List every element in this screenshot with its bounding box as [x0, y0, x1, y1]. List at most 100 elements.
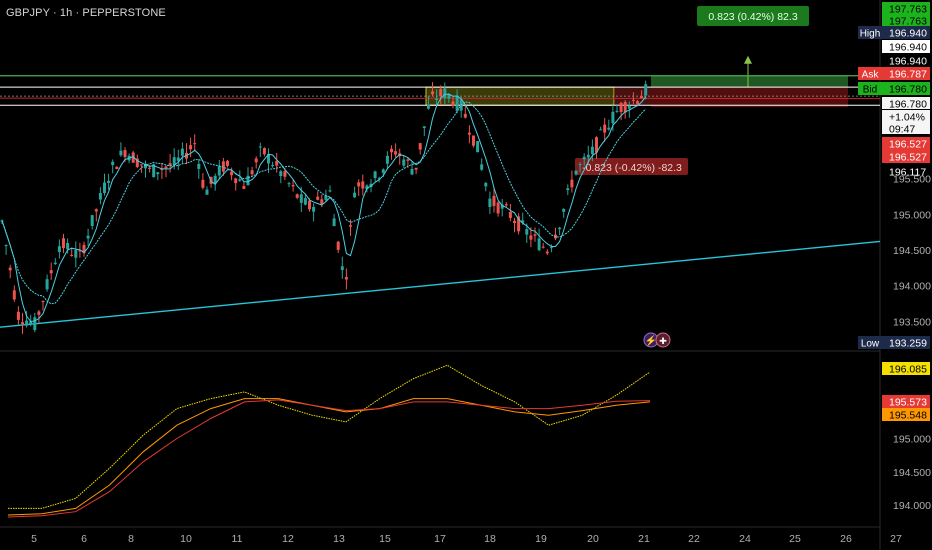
candle-body — [238, 179, 242, 181]
price-tag-box — [858, 336, 882, 349]
price-tag: High — [860, 29, 881, 40]
candle-body — [574, 170, 578, 175]
candle-body — [508, 211, 512, 218]
symbol-title: GBPJPY · 1h · PEPPERSTONE — [6, 7, 166, 19]
candle-body — [287, 183, 291, 185]
candle-body — [78, 250, 82, 252]
candle-body — [517, 216, 521, 232]
y-tick-label: 194.000 — [893, 281, 931, 293]
candle-body — [344, 276, 348, 280]
candle-body — [336, 241, 340, 250]
price-badge-value: +1.04% — [889, 112, 925, 124]
candle-body — [303, 198, 307, 205]
price-badge — [882, 14, 930, 27]
trendline-layer — [0, 240, 881, 328]
candle-body — [139, 164, 143, 166]
price-badge — [882, 82, 930, 95]
candle-body — [8, 267, 12, 271]
candle-body — [271, 164, 275, 167]
position-zones: -0.823 (-0.42%) -82.3 0.823 (0.42%) 82.3 — [425, 6, 848, 175]
profit-label: 0.823 (0.42%) 82.3 — [708, 11, 797, 23]
candle-body — [611, 111, 615, 124]
price-badge-value: 197.763 — [889, 4, 927, 16]
candle-body — [258, 146, 262, 148]
loss-label: -0.823 (-0.42%) -82.3 — [582, 162, 682, 174]
candle-body — [279, 171, 283, 177]
candle-body — [299, 194, 303, 203]
price-badge-value: 196.787 — [889, 69, 927, 81]
x-tick-label: 19 — [535, 533, 547, 545]
indicator-line-3 — [7, 399, 651, 518]
candle-body — [316, 196, 320, 200]
candle-body — [312, 206, 316, 212]
y-tick-label: 195.500 — [893, 174, 931, 186]
price-badge — [882, 137, 930, 150]
candle-body — [533, 234, 537, 236]
price-badge-value: 193.259 — [889, 338, 927, 350]
candle-body — [144, 163, 147, 169]
candle-body — [4, 245, 8, 247]
candle-body — [98, 193, 102, 200]
candle-body — [402, 159, 406, 166]
candle-body — [492, 195, 496, 206]
price-tag-box — [858, 82, 882, 95]
candle-body — [615, 110, 619, 112]
price-badge — [882, 122, 930, 134]
candle-body — [213, 175, 217, 184]
candle-body — [29, 321, 33, 324]
candle-body — [16, 311, 20, 320]
candle-body — [193, 143, 197, 145]
candle-body — [513, 220, 516, 224]
candle-body — [49, 270, 53, 274]
candle-body — [70, 254, 74, 256]
uk-flag-glyph: ✚ — [659, 336, 667, 346]
candle-body — [160, 168, 164, 170]
price-tag-box — [858, 67, 882, 80]
candle-body — [295, 194, 299, 198]
candle-body — [623, 102, 627, 113]
candle-body — [451, 101, 455, 107]
candle-body — [62, 238, 65, 249]
candle-body — [582, 156, 586, 160]
x-tick-label: 13 — [333, 533, 345, 545]
candle-body — [529, 235, 533, 240]
candle-body — [12, 290, 16, 300]
price-badge — [882, 110, 930, 122]
candle-body — [90, 215, 94, 226]
candle-body — [53, 262, 57, 265]
candle-body — [176, 157, 180, 161]
candle-body — [381, 169, 385, 173]
candle-body — [504, 204, 508, 206]
candle-body — [640, 96, 644, 99]
candle-body — [230, 171, 234, 176]
candle-body — [156, 172, 160, 175]
candle-body — [119, 150, 123, 156]
candle-body — [152, 164, 156, 178]
candle-body — [578, 164, 582, 166]
candle-body — [562, 208, 566, 212]
candle-body — [340, 266, 344, 271]
candle-body — [467, 132, 471, 135]
price-badge-value: 196.780 — [889, 99, 927, 111]
candle-body — [103, 182, 106, 194]
candle-body — [164, 166, 168, 169]
candle-body — [545, 251, 549, 254]
price-badge-value: 196.940 — [889, 42, 927, 54]
candle-body — [221, 161, 225, 172]
candle-body — [291, 185, 295, 187]
indicator-value-badge — [882, 362, 930, 375]
candle-body — [373, 171, 377, 178]
y-tick-label: 194.500 — [893, 245, 931, 257]
x-tick-label: 20 — [587, 533, 599, 545]
candle-body — [365, 185, 369, 190]
price-badge — [882, 336, 930, 349]
price-badge-value: 196.527 — [889, 139, 927, 151]
x-tick-label: 21 — [638, 533, 650, 545]
candle-body — [226, 160, 229, 166]
candle-body — [324, 195, 328, 200]
candle-body — [410, 168, 414, 175]
candle-body — [234, 178, 238, 184]
candle-body — [250, 170, 254, 175]
candle-body — [197, 163, 201, 169]
